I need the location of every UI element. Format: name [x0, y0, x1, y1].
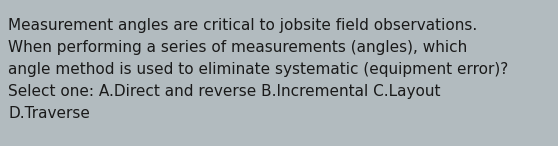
Text: angle method is used to eliminate systematic (equipment error)?: angle method is used to eliminate system… — [8, 62, 508, 77]
Text: Measurement angles are critical to jobsite field observations.: Measurement angles are critical to jobsi… — [8, 18, 477, 33]
Text: Select one: A.Direct and reverse B.Incremental C.Layout: Select one: A.Direct and reverse B.Incre… — [8, 84, 440, 99]
Text: When performing a series of measurements (angles), which: When performing a series of measurements… — [8, 40, 467, 55]
Text: D.Traverse: D.Traverse — [8, 106, 90, 121]
